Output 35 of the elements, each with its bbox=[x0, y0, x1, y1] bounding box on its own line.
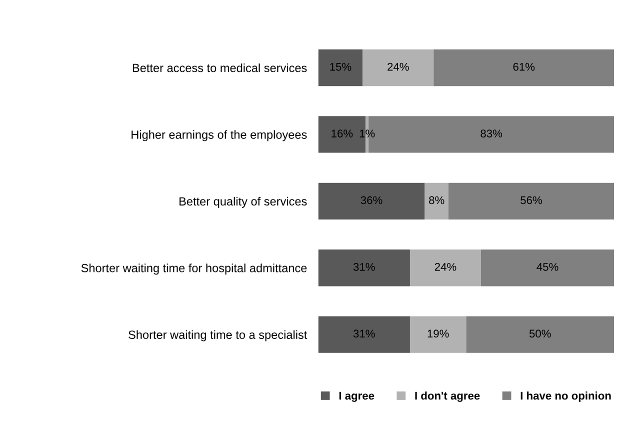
bar bbox=[362, 49, 434, 86]
bar bbox=[448, 182, 614, 220]
bar bbox=[424, 182, 448, 220]
data-label: 1% bbox=[360, 130, 375, 138]
data-label: 24% bbox=[434, 262, 456, 271]
bar bbox=[466, 316, 614, 353]
bar bbox=[318, 316, 410, 353]
data-label: 19% bbox=[428, 330, 449, 338]
bar bbox=[480, 250, 614, 286]
y-tick-label: Better access to medical services bbox=[132, 63, 307, 72]
y-tick-label: Shorter waiting time for hospital admittance bbox=[81, 264, 307, 275]
bar bbox=[318, 49, 363, 86]
legend-label: I don't agree bbox=[415, 391, 480, 402]
data-label: 31% bbox=[353, 330, 375, 338]
bar bbox=[318, 182, 425, 220]
bar bbox=[410, 250, 481, 286]
bar bbox=[434, 49, 614, 86]
data-label: 56% bbox=[520, 196, 542, 204]
data-label: 50% bbox=[529, 330, 551, 338]
bar bbox=[318, 250, 410, 286]
data-label: 45% bbox=[536, 263, 558, 271]
data-label: 24% bbox=[388, 62, 409, 71]
data-label: 36% bbox=[360, 196, 382, 204]
bar bbox=[410, 316, 466, 353]
data-label: 83% bbox=[480, 130, 502, 138]
data-label: 16% bbox=[332, 130, 353, 138]
data-label: 61% bbox=[513, 62, 535, 71]
data-label: 15% bbox=[330, 62, 352, 71]
data-label: 8% bbox=[429, 196, 444, 204]
data-label: 31% bbox=[353, 262, 375, 271]
y-tick-label: Better quality of services bbox=[180, 196, 307, 208]
legend-label: I have no opinion bbox=[520, 391, 611, 402]
y-tick-label: Higher earnings of the employees bbox=[132, 130, 307, 142]
y-tick-label: Shorter waiting time to a specialist bbox=[128, 330, 308, 342]
legend-label: I agree bbox=[339, 392, 374, 402]
